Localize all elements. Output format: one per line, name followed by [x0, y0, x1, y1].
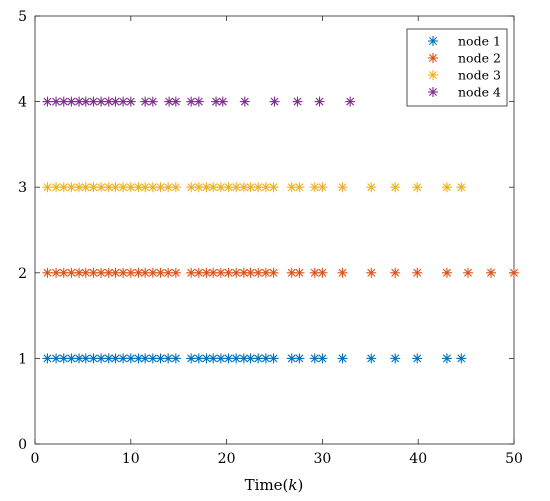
data-point-node-1 — [223, 353, 234, 364]
legend-marker-node-4 — [428, 87, 438, 97]
data-point-node-3 — [208, 182, 219, 193]
data-points — [42, 96, 519, 364]
data-point-node-1 — [294, 353, 305, 364]
data-point-node-2 — [42, 267, 53, 278]
data-point-node-3 — [441, 182, 452, 193]
x-tick-label: 50 — [505, 451, 523, 467]
legend-label-node-1: node 1 — [458, 34, 501, 49]
data-point-node-3 — [390, 182, 401, 193]
data-point-node-2 — [286, 267, 297, 278]
data-point-node-4 — [88, 96, 99, 107]
data-point-node-3 — [268, 182, 279, 193]
data-point-node-4 — [314, 96, 325, 107]
data-point-node-2 — [260, 267, 271, 278]
x-tick-label: 40 — [409, 451, 427, 467]
data-point-node-1 — [412, 353, 423, 364]
legend-label-node-3: node 3 — [458, 68, 501, 83]
x-tick-label: 20 — [218, 451, 236, 467]
data-point-node-1 — [286, 353, 297, 364]
data-point-node-1 — [441, 353, 452, 364]
data-point-node-2 — [118, 267, 129, 278]
data-point-node-2 — [509, 267, 519, 278]
legend-label-node-4: node 4 — [458, 85, 501, 100]
y-tick-label: 2 — [18, 266, 27, 282]
data-point-node-1 — [309, 353, 320, 364]
x-tick-label: 10 — [122, 451, 140, 467]
data-point-node-3 — [412, 182, 423, 193]
data-point-node-2 — [463, 267, 474, 278]
data-point-node-2 — [441, 267, 452, 278]
data-point-node-2 — [170, 267, 181, 278]
data-point-node-3 — [245, 182, 256, 193]
data-point-node-3 — [66, 182, 77, 193]
data-point-node-2 — [186, 267, 197, 278]
legend-marker-node-3 — [428, 70, 438, 80]
data-point-node-1 — [208, 353, 219, 364]
y-tick-label: 4 — [18, 95, 27, 111]
legend-marker-node-2 — [428, 53, 438, 63]
data-point-node-2 — [268, 267, 279, 278]
plot-frame — [34, 15, 515, 445]
data-point-node-3 — [193, 182, 204, 193]
data-point-node-4 — [103, 96, 114, 107]
legend-label-node-2: node 2 — [458, 51, 501, 66]
data-point-node-2 — [294, 267, 305, 278]
x-tick-label: 30 — [313, 451, 331, 467]
legend: node 1 node 2 node 3 node 4 — [406, 28, 508, 107]
data-point-node-4 — [239, 96, 250, 107]
data-point-node-2 — [317, 267, 328, 278]
data-point-node-3 — [58, 182, 69, 193]
data-point-node-4 — [217, 96, 228, 107]
data-point-node-3 — [110, 182, 121, 193]
data-point-node-3 — [223, 182, 234, 193]
data-point-node-4 — [125, 96, 136, 107]
data-point-node-3 — [317, 182, 328, 193]
data-point-node-2 — [486, 267, 497, 278]
data-point-node-2 — [337, 267, 348, 278]
data-point-node-3 — [147, 182, 158, 193]
data-point-node-3 — [42, 182, 53, 193]
x-axis-label: Time(k) — [245, 476, 304, 494]
data-point-node-1 — [390, 353, 401, 364]
data-point-node-1 — [201, 353, 212, 364]
data-point-node-1 — [163, 353, 174, 364]
data-point-node-3 — [170, 182, 181, 193]
data-point-node-3 — [337, 182, 348, 193]
data-point-node-1 — [268, 353, 279, 364]
y-tick-label: 0 — [18, 437, 27, 453]
data-point-node-4 — [269, 96, 280, 107]
axes: 0 10 20 30 40 50 0 1 2 3 4 5 — [18, 9, 523, 467]
data-point-node-4 — [147, 96, 158, 107]
data-point-node-1 — [317, 353, 328, 364]
data-point-node-1 — [66, 353, 77, 364]
data-point-node-4 — [110, 96, 121, 107]
x-tick-label: 0 — [31, 451, 40, 467]
data-point-node-1 — [170, 353, 181, 364]
data-point-node-4 — [292, 96, 303, 107]
data-point-node-3 — [456, 182, 467, 193]
data-point-node-1 — [456, 353, 467, 364]
data-point-node-1 — [337, 353, 348, 364]
data-point-node-1 — [42, 353, 53, 364]
data-point-node-3 — [294, 182, 305, 193]
y-tick-label: 5 — [18, 9, 27, 25]
data-point-node-2 — [366, 267, 377, 278]
data-point-node-1 — [366, 353, 377, 364]
data-point-node-4 — [345, 96, 356, 107]
data-point-node-4 — [193, 96, 204, 107]
data-point-node-2 — [412, 267, 423, 278]
legend-box — [406, 28, 508, 107]
data-point-node-4 — [170, 96, 181, 107]
data-point-node-2 — [390, 267, 401, 278]
legend-marker-node-1 — [428, 36, 438, 46]
data-point-node-3 — [366, 182, 377, 193]
data-point-node-4 — [42, 96, 53, 107]
y-tick-label: 3 — [18, 180, 27, 196]
y-tick-label: 1 — [18, 351, 27, 367]
data-point-node-2 — [74, 267, 85, 278]
